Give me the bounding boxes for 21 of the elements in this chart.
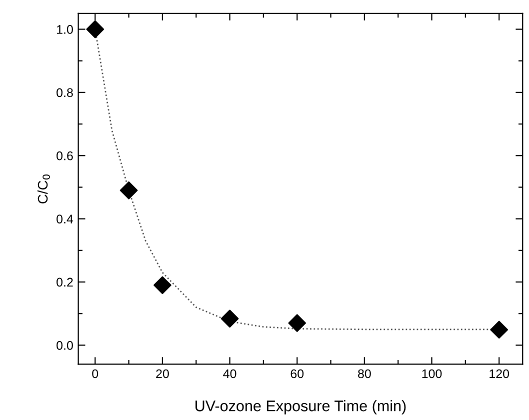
point	[154, 276, 172, 294]
y-tick-label: 0.0	[56, 340, 73, 350]
x-tick-label: 120	[490, 369, 510, 378]
y-tick-label: 0.8	[56, 88, 73, 98]
point	[288, 314, 306, 332]
y-tick-label: 0.2	[56, 278, 73, 287]
x-tick-label: 60	[290, 369, 304, 378]
point	[86, 20, 104, 38]
x-tick-label: 80	[358, 369, 371, 378]
y-tick-label: 1.0	[57, 25, 73, 34]
point	[490, 320, 508, 339]
x-axis-title: UV-ozone Exposure Time (min)	[196, 400, 406, 414]
x-tick-label: 40	[223, 369, 236, 378]
point	[120, 181, 138, 200]
x-tick-label: 20	[156, 369, 169, 378]
point	[220, 310, 239, 328]
x-tick-label: 100	[422, 369, 442, 378]
y-tick-label: 0.6	[56, 151, 73, 160]
y-axis-title: C/C$_{0}$	[37, 174, 50, 204]
y-tick-label: 0.4	[56, 214, 74, 224]
x-tick-label: 0	[92, 369, 98, 378]
